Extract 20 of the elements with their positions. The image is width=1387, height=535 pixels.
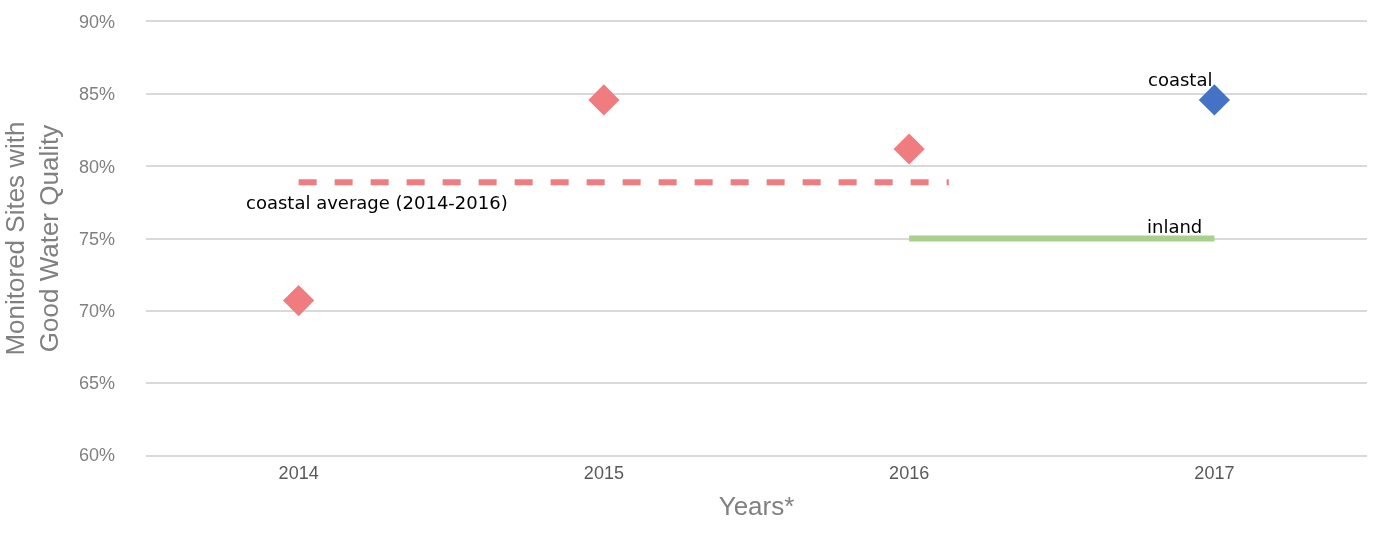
y-tick-label: 65%: [78, 373, 115, 394]
y-tick-label: 90%: [78, 12, 115, 33]
point: [588, 84, 620, 116]
y-tick-label: 75%: [78, 228, 115, 249]
point: [893, 133, 925, 165]
y-tick-label: 60%: [78, 445, 115, 466]
y-axis-title: Monitored Sites with Good Water Quality: [0, 121, 64, 356]
point: [1198, 84, 1230, 116]
x-tick-label: 2017: [1194, 462, 1235, 483]
x-tick-label: 2014: [278, 462, 319, 483]
series-label: coastal average (2014-2016): [246, 192, 508, 213]
x-tick-label: 2016: [889, 462, 930, 483]
y-tick-label: 80%: [78, 156, 115, 177]
series-label: coastal: [1148, 69, 1213, 90]
point: [283, 284, 315, 317]
x-tick-label: 2015: [583, 462, 624, 483]
series-label: inland: [1147, 216, 1203, 237]
y-tick-label: 70%: [78, 300, 115, 321]
x-axis-title: Years*: [718, 490, 795, 521]
y-tick-label: 85%: [78, 84, 115, 105]
